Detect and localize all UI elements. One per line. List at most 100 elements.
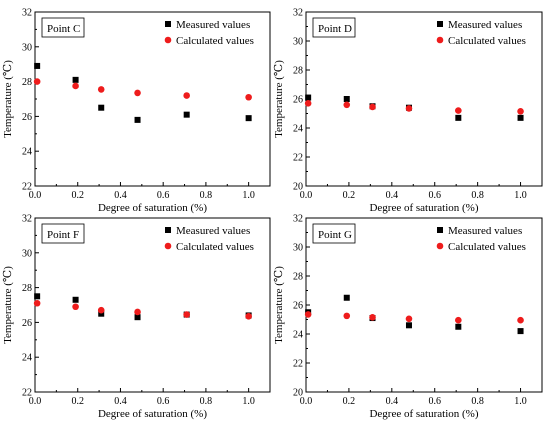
y-tick-label: 26 [22, 112, 32, 123]
x-tick-label: 0.4 [114, 190, 127, 201]
legend-label-measured: Measured values [448, 225, 522, 237]
calculated-point [183, 311, 190, 318]
x-axis-label: Degree of saturation (%) [98, 408, 207, 420]
y-tick-label: 32 [293, 214, 303, 225]
x-tick-label: 1.0 [514, 396, 527, 407]
legend-label-calculated: Calculated values [176, 35, 254, 47]
y-tick-label: 30 [293, 37, 303, 48]
y-tick-label: 32 [22, 8, 32, 19]
measured-point [245, 115, 252, 122]
measured-point [134, 116, 141, 123]
measured-point [343, 294, 350, 301]
legend-marker-calculated [164, 242, 172, 250]
calculated-point [343, 312, 351, 320]
x-tick-label: 0.6 [428, 396, 441, 407]
y-tick-label: 30 [293, 243, 303, 254]
y-tick-label: 30 [22, 42, 32, 53]
measured-point [98, 104, 105, 111]
measured-point [517, 114, 524, 121]
y-axis-label: Temperature (℃) [273, 266, 285, 344]
x-tick-label: 0.2 [71, 190, 84, 201]
measured-point [455, 114, 462, 121]
calculated-point [72, 82, 79, 90]
x-tick-label: 0.6 [428, 190, 441, 201]
measured-point [517, 328, 524, 335]
calculated-point [33, 78, 41, 85]
y-tick-label: 28 [22, 283, 32, 294]
calculated-point [369, 103, 376, 111]
legend-marker-calculated [436, 36, 444, 44]
x-tick-label: 1.0 [514, 190, 527, 201]
measured-point [34, 293, 41, 300]
y-tick-label: 26 [293, 95, 303, 106]
panel-title: Point G [318, 229, 352, 241]
y-tick-label: 24 [22, 147, 32, 158]
y-tick-label: 24 [22, 353, 32, 364]
y-tick-label: 26 [293, 301, 303, 312]
y-tick-label: 30 [22, 248, 32, 259]
panel-title: Point F [47, 229, 79, 241]
calculated-point [134, 308, 141, 316]
measured-point [72, 296, 79, 303]
legend-label-calculated: Calculated values [176, 241, 254, 253]
y-tick-label: 22 [22, 182, 32, 193]
y-axis-label: Temperature (℃) [2, 60, 14, 138]
x-tick-label: 0.0 [300, 190, 313, 201]
measured-point [405, 322, 412, 329]
panel-title-box [312, 17, 356, 38]
legend-label-measured: Measured values [176, 19, 250, 31]
panel-title-box [41, 223, 85, 244]
calculated-point [72, 303, 79, 311]
panel-title: Point C [47, 23, 80, 35]
chart-panel: 0.0 0.2 0.4 0.6 0.8 1.0 20 22 24 26 28 30 32 Degree o… [273, 214, 543, 420]
x-tick-label: 0.2 [343, 190, 356, 201]
x-tick-label: 0.8 [471, 190, 484, 201]
x-tick-label: 0.0 [29, 190, 42, 201]
measured-point [34, 62, 41, 69]
x-tick-label: 0.2 [343, 396, 356, 407]
legend-marker-measured [437, 227, 443, 233]
x-tick-label: 0.8 [471, 396, 484, 407]
panel-title: Point D [318, 23, 352, 35]
calculated-point [304, 100, 312, 107]
y-tick-label: 28 [22, 77, 32, 88]
calculated-point [245, 93, 252, 101]
calculated-point [455, 316, 462, 324]
y-tick-label: 20 [293, 388, 303, 399]
x-tick-label: 0.8 [200, 190, 213, 201]
legend-marker-measured [165, 21, 171, 27]
y-tick-label: 28 [293, 272, 303, 283]
measured-point [183, 111, 190, 118]
measured-point [72, 76, 79, 83]
calculated-point [97, 306, 105, 314]
legend-label-calculated: Calculated values [448, 35, 526, 47]
x-tick-label: 1.0 [242, 396, 255, 407]
calculated-point [97, 86, 105, 93]
x-tick-label: 1.0 [242, 190, 255, 201]
x-tick-label: 0.4 [386, 190, 399, 201]
y-tick-label: 22 [293, 153, 303, 164]
y-tick-label: 22 [22, 388, 32, 399]
calculated-point [245, 313, 252, 320]
y-tick-label: 24 [293, 124, 303, 135]
chart-panel: 0.0 0.2 0.4 0.6 0.8 1.0 22 24 26 28 30 32 Degree of … [2, 214, 271, 420]
x-tick-label: 0.4 [114, 396, 127, 407]
y-tick-label: 24 [293, 330, 303, 341]
x-tick-label: 0.0 [29, 396, 42, 407]
legend-marker-calculated [436, 242, 444, 250]
calculated-point [455, 107, 462, 114]
legend-label-calculated: Calculated values [448, 241, 526, 253]
calculated-point [405, 105, 413, 112]
measured-point [305, 94, 312, 101]
calculated-point [369, 314, 376, 321]
measured-point [343, 96, 350, 102]
calculated-point [405, 315, 413, 323]
x-tick-label: 0.6 [157, 190, 170, 201]
x-axis-label: Degree of saturation (%) [98, 202, 207, 214]
x-tick-label: 0.2 [71, 396, 84, 407]
panel-title-box [312, 223, 356, 244]
calculated-point [343, 101, 351, 109]
chart-panel: 0.0 0.2 0.4 0.6 0.8 1.0 22 24 26 28 30 32 Degree of … [2, 8, 271, 214]
calculated-point [517, 108, 524, 115]
